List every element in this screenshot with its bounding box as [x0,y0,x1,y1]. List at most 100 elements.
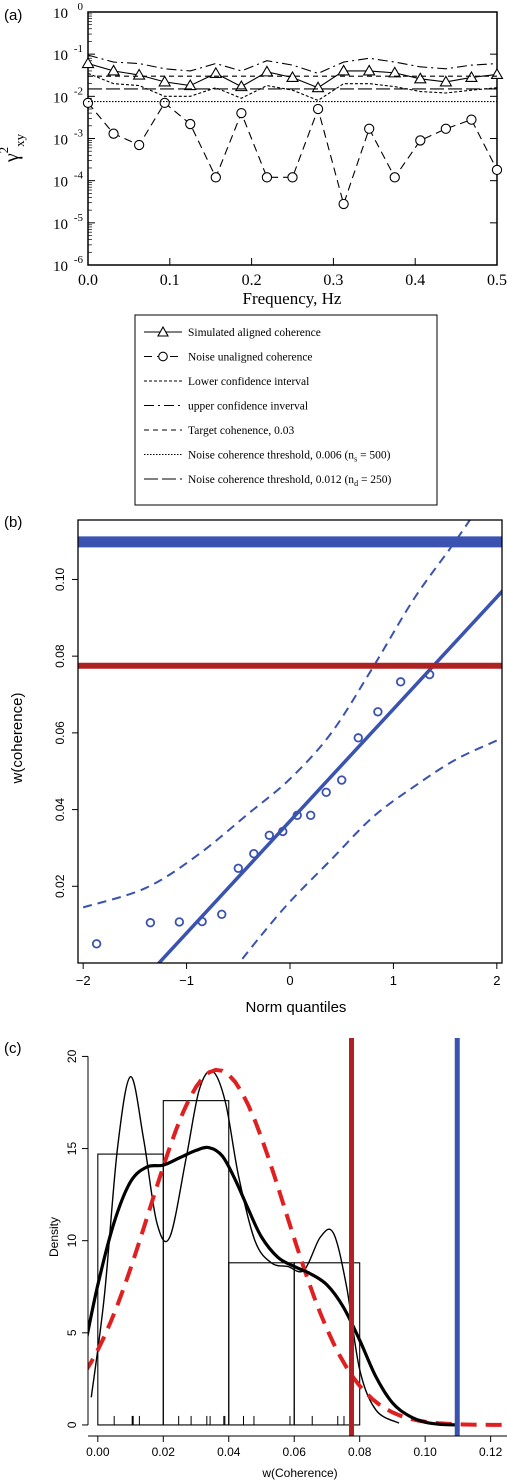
legend-label: Noise coherence threshold, 0.006 (ns = 5… [188,450,391,464]
y-tick-label: 0 [65,1421,79,1428]
circle-marker [415,135,426,146]
legend-label-text: Lower confidence interval [188,376,309,388]
x-tick-label: 0 [286,973,293,988]
legend-label: Noise unaligned coherence [188,352,313,364]
data-point [264,830,275,840]
x-tick-label: 0.08 [348,1445,372,1459]
circle-marker [236,107,247,119]
circle-marker [287,172,298,183]
y-tick-label: 0.10 [53,567,67,591]
panel-a-legend: Simulated aligned coherence Noise unalign… [134,314,438,506]
data-point [337,775,347,785]
triangle-marker [490,67,504,80]
y-tick-exponent: -1 [74,43,83,55]
circle-marker [261,172,273,183]
legend-label: Lower confidence interval [188,376,309,388]
histogram-bar [97,1153,164,1426]
x-tick-label: 0.1 [160,272,180,289]
triangle-marker [234,80,248,92]
y-tick-label: 10 [65,1234,79,1248]
panel-b-y-axis: 0.02 0.04 0.06 0.08 0.10 [53,567,78,898]
circle-marker [389,172,400,183]
y-tick-exponent: -3 [74,128,84,140]
panel-c-marks [88,1038,504,1436]
circle-marker [364,123,375,134]
data-point [395,677,406,687]
y-label-symbol: γ [1,153,23,163]
x-tick-label: 0.3 [323,272,343,289]
y-tick-label: 10 [53,175,68,191]
panel-a-x-axis-label: Frequency, Hz [243,289,342,308]
y-tick-label: 10 [53,6,68,22]
y-tick-exponent: -2 [74,85,83,97]
circle-marker [491,164,503,176]
x-tick-label: 1 [390,973,397,988]
legend-label-text: Target cohenence, 0.03 [188,425,295,437]
histogram-bar [228,1262,295,1426]
triangle-marker [260,65,274,77]
data-point [292,810,302,821]
y-tick-base: 10 [53,90,68,106]
panel-b-y-axis-label: w(coherence) [9,693,26,785]
y-label-subscript: xy [12,133,27,147]
triangle-marker [107,64,121,76]
y-tick-exponent: -4 [74,170,84,182]
panel-a-y-axis-label: γ2xy [0,133,27,163]
x-tick-label: 0.02 [152,1445,176,1459]
y-tick-exponent: -6 [74,254,84,266]
x-tick-label: −1 [179,973,194,988]
data-point [197,916,207,927]
y-tick-base: 10 [53,133,68,149]
panel-b-x-axis: −2 −1 0 1 2 [76,963,500,988]
triangle-marker [183,78,197,91]
data-point [217,909,227,919]
data-point [373,707,383,717]
data-point [145,918,156,928]
circle-marker [466,114,477,125]
legend-label: Target cohenence, 0.03 [188,425,295,437]
x-tick-label: 0.2 [242,272,262,289]
data-point [321,787,331,798]
panel-c-label: (c) [4,1040,22,1057]
y-label-superscript: 2 [0,147,11,154]
circle-marker [108,128,119,139]
triangle-marker [439,75,453,87]
circle-marker [82,97,94,109]
y-tick-label: 10 [53,217,68,233]
legend-label-text: Noise coherence threshold, 0.006 (n [188,450,354,462]
legend-frame [134,314,438,506]
y-tick-exponent: -5 [74,212,84,224]
data-point [174,917,185,927]
panel-b-plot-frame [77,519,503,964]
panel-b-label: (b) [4,514,22,531]
confidence-band-upper [82,520,472,909]
x-tick-label: 0.00 [86,1445,110,1459]
y-tick-label: 0.08 [53,644,67,668]
panel-a-label: (a) [4,7,22,24]
legend-label: Simulated aligned coherence [188,327,321,339]
x-tick-label: 0.06 [283,1445,307,1459]
y-tick-label: 10 [53,133,68,149]
circle-marker [210,172,221,183]
x-tick-label: 0.04 [217,1445,241,1459]
y-tick-label: 10 [53,48,68,64]
panel-b-x-axis-label: Norm quantiles [246,999,347,1016]
triangle-marker [413,72,427,84]
legend-items: Simulated aligned coherence Noise unalign… [144,325,392,488]
kde-narrow-curve [90,1070,400,1424]
data-point [424,669,435,680]
panel-a-x-axis: 0.0 0.1 0.2 0.3 0.4 0.5 [78,258,507,289]
normal-curve [88,1067,504,1427]
y-tick-label: 15 [65,1142,79,1156]
data-point [233,863,243,873]
triangle-marker [311,81,325,93]
data-point [278,826,288,837]
y-tick-base: 10 [53,217,68,233]
legend-label-subscript: d [354,479,358,488]
confidence-band-lower [237,739,498,963]
triangle-marker [81,56,95,69]
y-tick-label: 0.02 [53,874,67,898]
y-tick-label: 0.06 [53,721,67,745]
data-point [91,939,102,949]
